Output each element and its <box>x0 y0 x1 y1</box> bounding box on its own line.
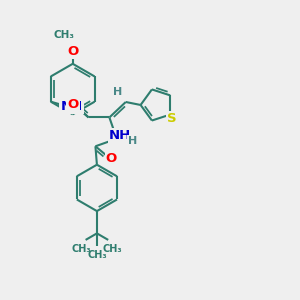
Text: CH₃: CH₃ <box>87 250 107 260</box>
Text: O: O <box>68 98 79 111</box>
Text: O: O <box>67 45 78 58</box>
Text: NH: NH <box>109 129 131 142</box>
Text: NH: NH <box>61 100 83 113</box>
Text: CH₃: CH₃ <box>54 30 75 40</box>
Text: CH₃: CH₃ <box>72 244 91 254</box>
Text: H: H <box>113 88 122 98</box>
Text: S: S <box>167 112 176 124</box>
Text: CH₃: CH₃ <box>103 244 122 254</box>
Text: O: O <box>106 152 117 165</box>
Text: H: H <box>128 136 137 146</box>
